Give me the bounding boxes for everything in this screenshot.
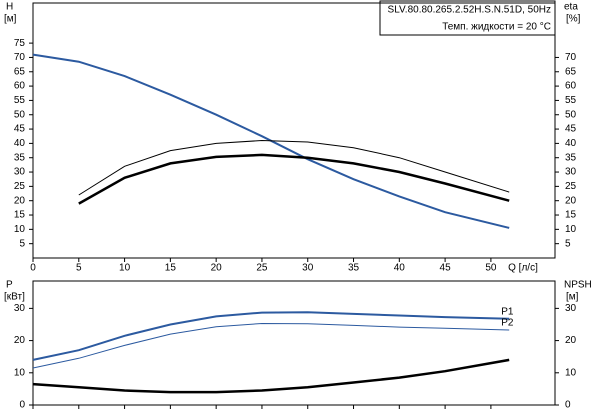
x-tick-label: 35: [348, 263, 360, 274]
y-tick-label: 65: [14, 66, 26, 77]
y-tick-label: 70: [14, 52, 26, 63]
y2-tick-label: 55: [565, 95, 577, 106]
y2-tick-label: 0: [565, 400, 571, 411]
plot-frame: [32, 2, 556, 259]
series-line: [78, 153, 510, 205]
plot-frame: [32, 280, 556, 406]
y-tick-label: 40: [14, 138, 26, 149]
y-tick-label: 20: [14, 195, 26, 206]
x-tick-label: 50: [485, 263, 497, 274]
x-tick-label: 20: [211, 263, 223, 274]
y2-tick-label: 60: [565, 81, 577, 92]
y2-tick-label: 5: [565, 238, 571, 249]
x-tick-label: 0: [30, 263, 36, 274]
y-tick-label: 45: [14, 124, 26, 135]
y2-tick-label: 45: [565, 124, 577, 135]
series-line: [78, 139, 510, 196]
y-tick-label: 60: [14, 81, 26, 92]
y-tick-label: 5: [19, 238, 25, 249]
x-axis-label: Q [л/с]: [508, 263, 538, 274]
y2-axis-unit: [%]: [566, 14, 581, 25]
x-tick-label: 40: [394, 263, 406, 274]
chart-title: SLV.80.80.265.2.52H.S.N.51D, 50Hz: [388, 5, 551, 16]
y-tick-label: 30: [14, 167, 26, 178]
y-tick-label: 20: [14, 335, 26, 346]
series-line: [32, 322, 510, 369]
y2-tick-label: 10: [565, 367, 577, 378]
y2-axis-label: eta: [564, 2, 578, 13]
y-axis-unit: [м]: [4, 14, 17, 25]
y2-tick-label: 20: [565, 195, 577, 206]
y-axis-label: P: [6, 280, 13, 291]
series-label: P2: [501, 318, 514, 329]
x-tick-label: 10: [119, 263, 131, 274]
y-tick-label: 25: [14, 181, 26, 192]
y2-axis-unit: [м]: [566, 292, 579, 303]
y2-tick-label: 70: [565, 52, 577, 63]
y-tick-label: 50: [14, 109, 26, 120]
y2-tick-label: 10: [565, 224, 577, 235]
y2-tick-label: 50: [565, 109, 577, 120]
y2-tick-label: 30: [565, 167, 577, 178]
y-tick-label: 75: [14, 38, 26, 49]
y-tick-label: 30: [14, 303, 26, 314]
y-tick-label: 10: [14, 224, 26, 235]
series-line: [32, 311, 510, 361]
y-tick-label: 0: [19, 400, 25, 411]
x-tick-label: 45: [440, 263, 452, 274]
y-tick-label: 35: [14, 152, 26, 163]
y-tick-label: 10: [14, 367, 26, 378]
y2-tick-label: 35: [565, 152, 577, 163]
chart-subtitle: Темп. жидкости = 20 °C: [442, 22, 551, 33]
y2-tick-label: 15: [565, 210, 577, 221]
y2-tick-label: 65: [565, 66, 577, 77]
x-tick-label: 15: [165, 263, 177, 274]
y-tick-label: 15: [14, 210, 26, 221]
y2-tick-label: 40: [565, 138, 577, 149]
series-line: [32, 358, 510, 394]
y2-tick-label: 30: [565, 303, 577, 314]
x-tick-label: 25: [256, 263, 268, 274]
y-tick-label: 55: [14, 95, 26, 106]
y-axis-label: H: [6, 2, 13, 13]
x-tick-label: 30: [302, 263, 314, 274]
y2-tick-label: 25: [565, 181, 577, 192]
series-label: P1: [501, 306, 514, 317]
title-box: [379, 0, 556, 36]
x-tick-label: 5: [76, 263, 82, 274]
series-line: [32, 53, 510, 229]
y-axis-unit: [кВт]: [4, 292, 25, 303]
y2-tick-label: 20: [565, 335, 577, 346]
y2-axis-label: NPSH: [564, 280, 592, 291]
